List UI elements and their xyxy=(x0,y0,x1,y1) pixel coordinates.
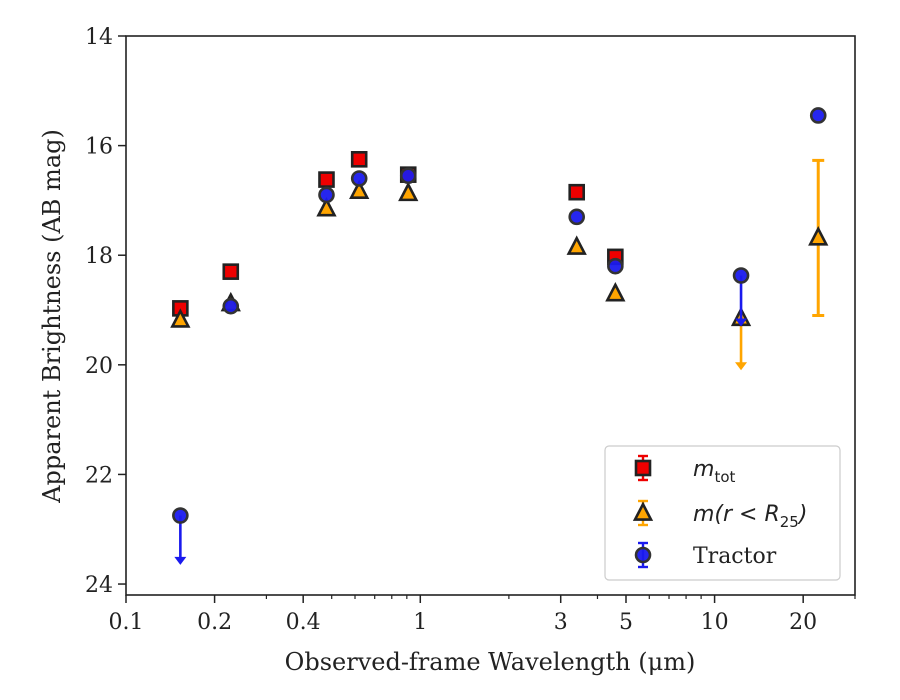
circle-point xyxy=(172,507,189,524)
axis-ticks: 0.1 0.2 0.4 1 3 5 10 20 14 16 18 20 22 24 xyxy=(85,25,856,635)
y-axis-label: Apparent Brightness (AB mag) xyxy=(38,129,66,504)
triangle-point xyxy=(349,179,370,199)
x-tick-label: 0.1 xyxy=(109,610,144,635)
legend-box xyxy=(604,445,841,581)
legend-marker xyxy=(634,459,652,477)
triangle-point xyxy=(398,181,419,202)
circle-point xyxy=(568,208,586,226)
x-tick-label: 5 xyxy=(619,610,633,635)
legend-label: Tractor xyxy=(693,544,777,569)
circle-point xyxy=(607,257,624,275)
y-tick-label: 18 xyxy=(85,244,113,269)
triangle-point xyxy=(170,308,191,328)
x-tick-label: 20 xyxy=(789,610,817,635)
triangle-point xyxy=(605,281,626,302)
y-tick-label: 20 xyxy=(85,354,113,379)
square-point xyxy=(222,263,240,280)
upper-limit-arrow-head xyxy=(735,318,748,327)
data-marks xyxy=(170,107,829,565)
square-point xyxy=(318,171,335,188)
circle-point xyxy=(222,297,240,315)
y-tick-label: 22 xyxy=(85,463,113,488)
plot-frame xyxy=(125,35,856,596)
circle-point xyxy=(318,186,335,204)
upper-limit-arrow-head xyxy=(174,556,187,565)
circle-point xyxy=(732,267,750,284)
legend: mtot m(r < R25) Tractor xyxy=(604,445,841,581)
upper-limit-arrow-head xyxy=(735,362,748,371)
circle-point xyxy=(350,170,368,187)
x-tick-label: 0.4 xyxy=(286,610,321,635)
legend-marker xyxy=(634,546,652,564)
legend-label: mtot xyxy=(693,457,735,486)
triangle-point xyxy=(316,197,337,217)
triangle-point xyxy=(808,226,829,246)
x-tick-label: 3 xyxy=(554,610,568,635)
legend-marker xyxy=(632,501,654,521)
triangle-point xyxy=(566,235,587,255)
x-tick-label: 1 xyxy=(413,610,427,635)
y-tick-label: 24 xyxy=(85,573,113,598)
legend-label: m(r < R25) xyxy=(693,502,807,531)
y-tick-label: 14 xyxy=(85,25,113,50)
y-tick-label: 16 xyxy=(85,135,113,160)
circle-point xyxy=(399,167,417,185)
square-point xyxy=(350,151,368,168)
x-tick-label: 10 xyxy=(701,610,729,635)
x-tick-label: 0.2 xyxy=(197,610,232,635)
square-point xyxy=(568,183,586,201)
circle-point xyxy=(809,107,827,124)
x-axis-label: Observed-frame Wavelength (μm) xyxy=(285,648,696,676)
